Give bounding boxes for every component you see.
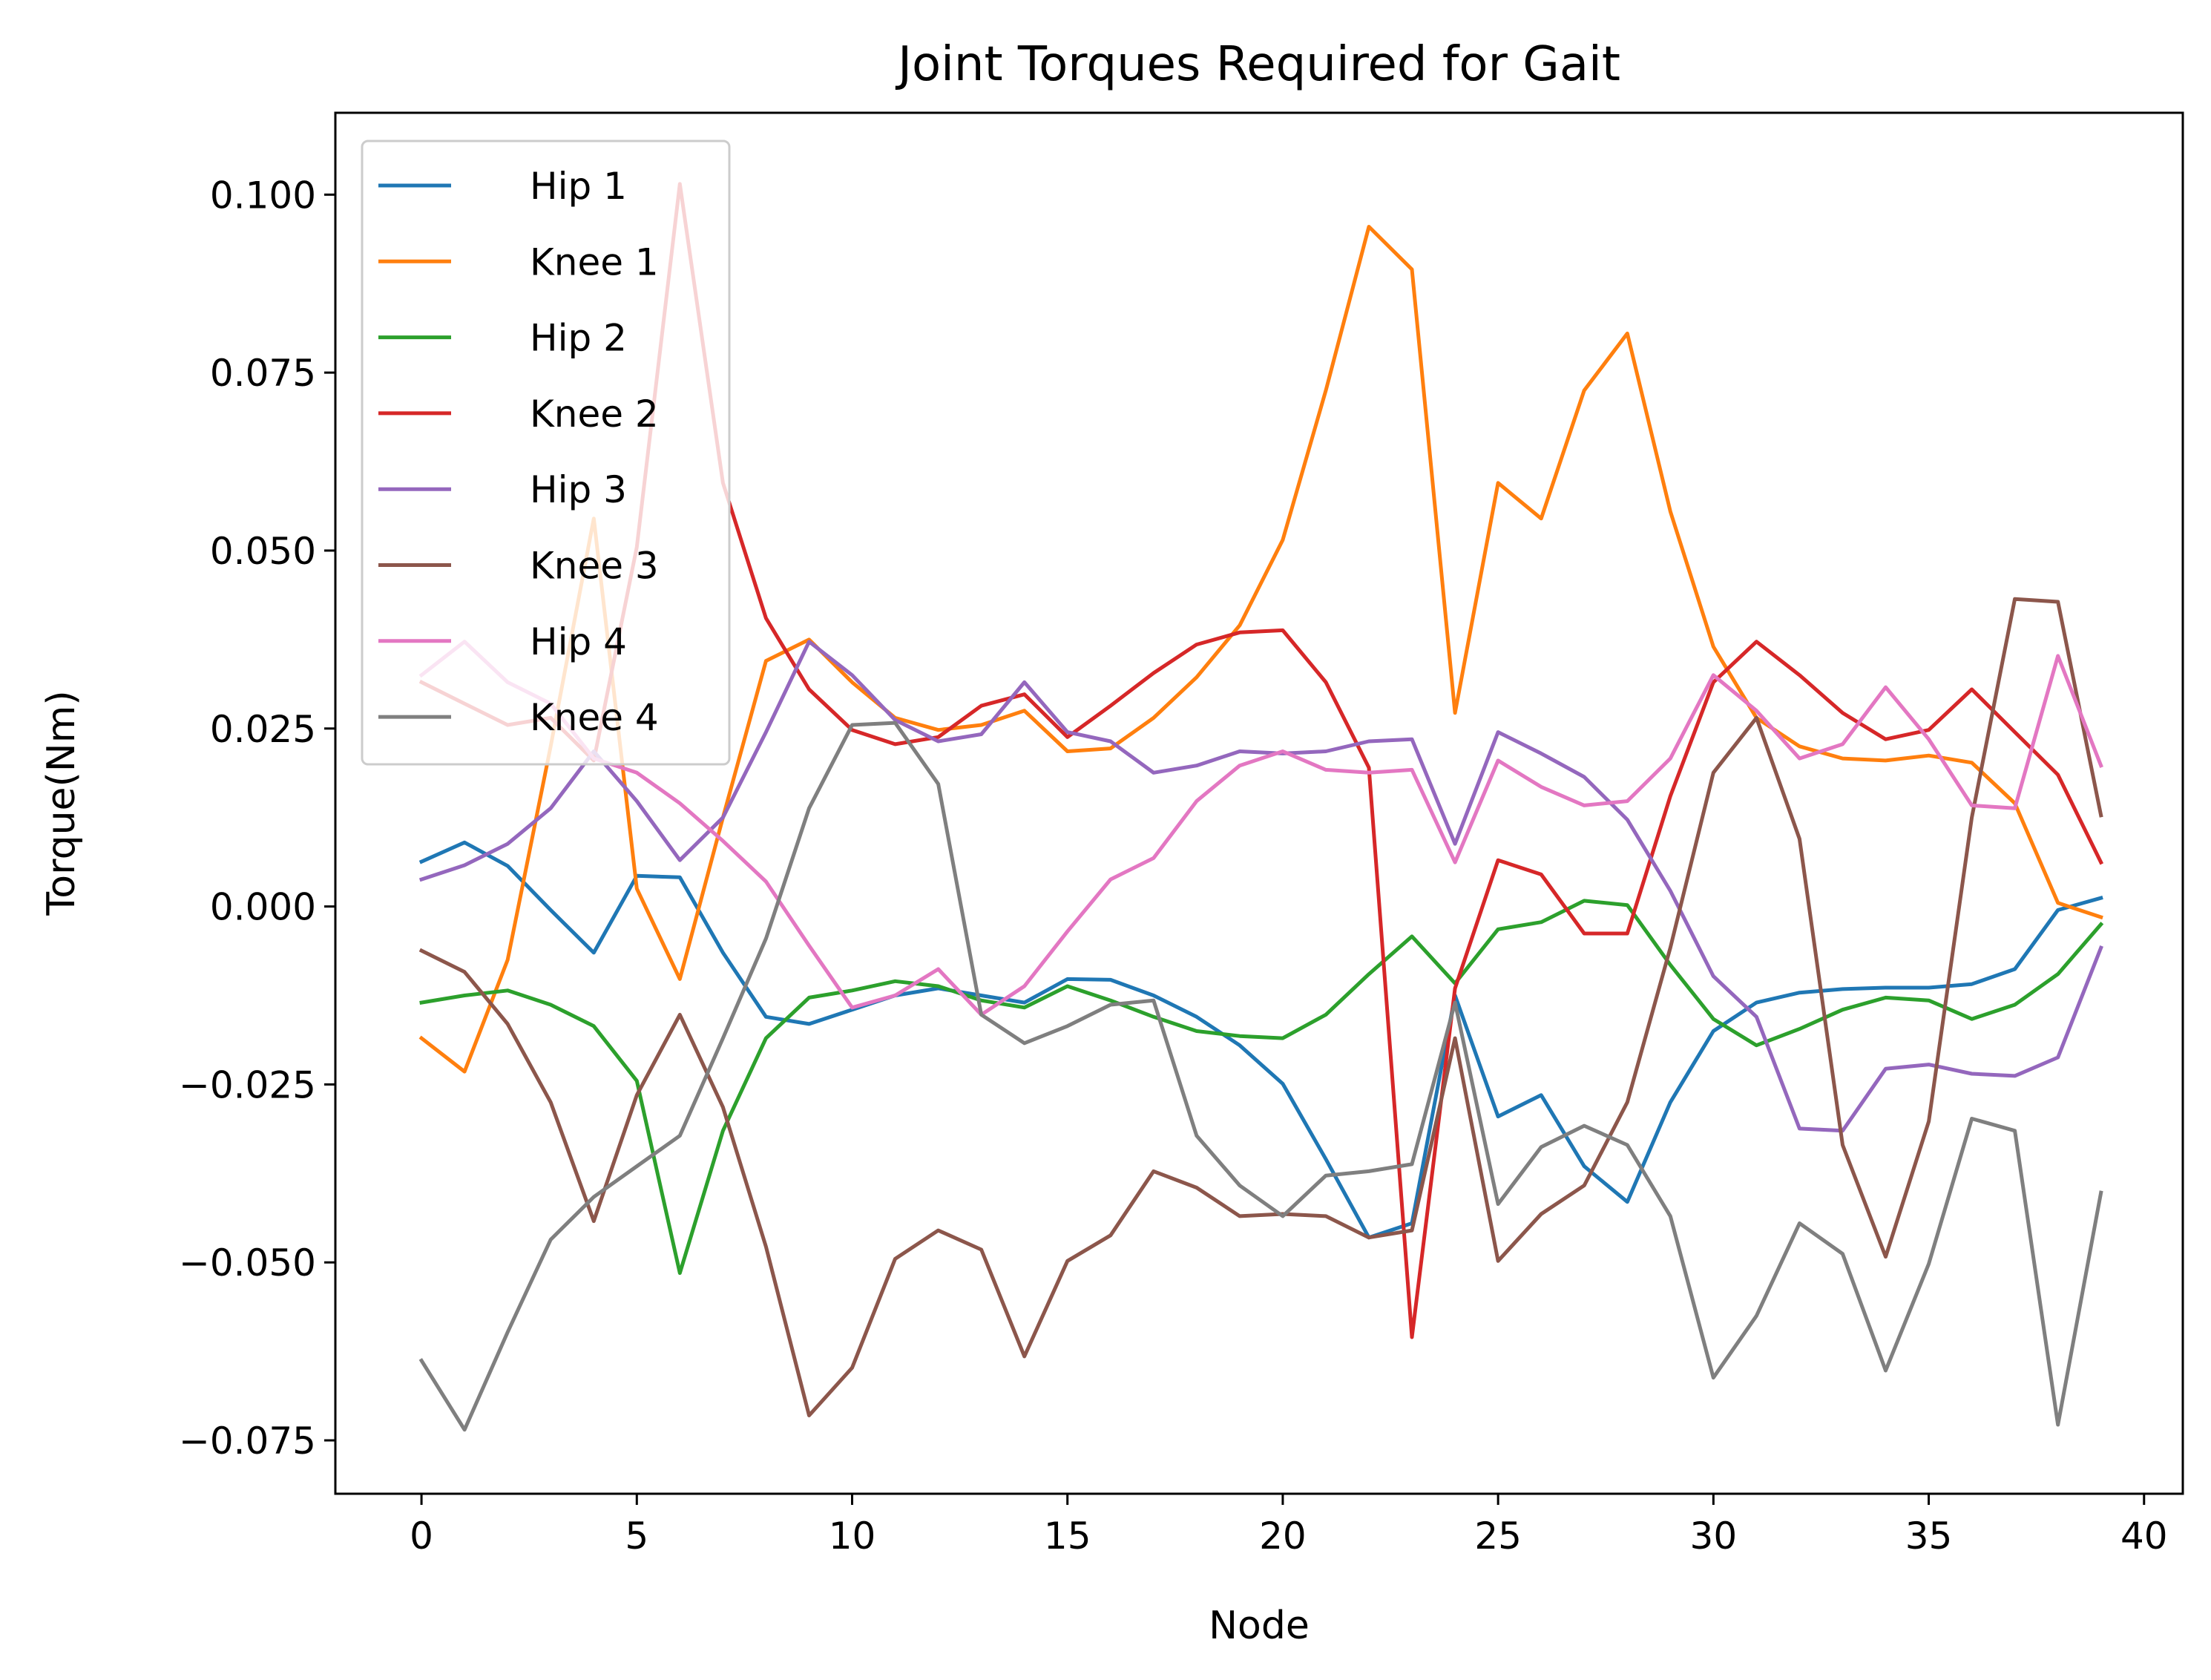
legend-label-5: Hip 3: [530, 468, 627, 511]
y-tick-label: 0.000: [210, 886, 316, 929]
x-tick-label: 35: [1905, 1515, 1953, 1558]
legend-label-6: Knee 3: [530, 545, 659, 588]
x-tick-label: 25: [1474, 1515, 1522, 1558]
x-tick-label: 30: [1690, 1515, 1738, 1558]
y-tick-label: −0.050: [179, 1241, 316, 1284]
chart-title: Joint Torques Required for Gait: [895, 37, 1620, 92]
series-line-6: [418, 597, 2103, 1417]
y-tick-label: 0.050: [210, 530, 316, 573]
x-tick-label: 5: [625, 1515, 648, 1558]
legend-label-1: Hip 1: [530, 165, 627, 208]
series-line-7: [418, 640, 2103, 1017]
x-axis-label: Node: [1209, 1604, 1310, 1648]
x-tick-label: 0: [410, 1515, 433, 1558]
legend-label-4: Knee 2: [530, 393, 659, 436]
x-tick-label: 40: [2120, 1515, 2168, 1558]
series-line-8: [418, 721, 2103, 1432]
x-axis: 0 5 10 15 20 25 30 35 40: [410, 1494, 2168, 1558]
x-tick-label: 10: [829, 1515, 876, 1558]
legend-box: [361, 140, 731, 766]
plot-frame: [334, 111, 2184, 1495]
y-axis-label: Torque(Nm): [39, 690, 84, 916]
y-tick-label: 0.075: [210, 352, 316, 395]
y-tick-label: −0.025: [179, 1063, 316, 1106]
y-axis: 0.100 0.075 0.050 0.025 0.000 −0.025 −0.050 −0.…: [179, 174, 335, 1463]
y-tick-label: 0.100: [210, 174, 316, 217]
series-line-5: [418, 640, 2103, 1133]
x-tick-label: 15: [1044, 1515, 1091, 1558]
legend-label-7: Hip 4: [530, 620, 627, 663]
legend-label-2: Knee 1: [530, 240, 659, 283]
y-tick-label: 0.025: [210, 708, 316, 751]
x-tick-label: 20: [1259, 1515, 1307, 1558]
legend: Hip 1 Knee 1 Hip 2 Knee 2 Hip 3 Knee 3 Hip 4 Kn…: [361, 140, 731, 766]
legend-label-3: Hip 2: [530, 317, 627, 360]
y-tick-label: −0.075: [179, 1420, 316, 1463]
series-line-3: [419, 899, 2104, 1276]
legend-label-8: Knee 4: [530, 696, 659, 739]
